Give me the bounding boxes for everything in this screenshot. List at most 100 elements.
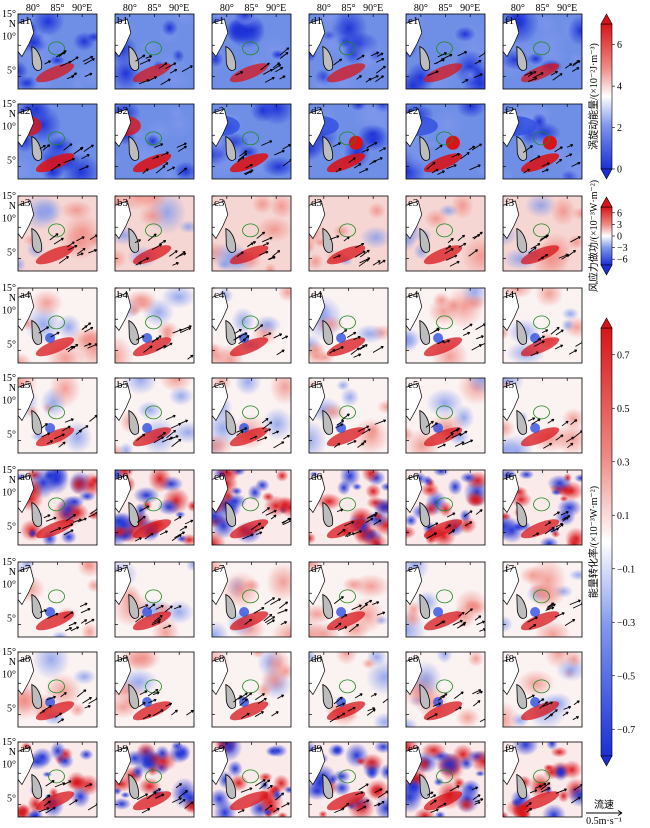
velocity-vector [255, 526, 264, 532]
field-patch [86, 578, 97, 593]
map-panel-a2: a2 [17, 103, 98, 180]
colorbar-label: 涡旋动能量/(×10⁻²J·m⁻³) [587, 43, 600, 150]
vector-head [85, 425, 89, 429]
velocity-vector [262, 242, 270, 246]
velocity-vector [243, 335, 250, 341]
vector-head [537, 155, 541, 159]
sri-lanka-island [516, 45, 527, 71]
india-coastline [406, 474, 423, 514]
vector-head [55, 233, 59, 237]
india-coastline [309, 656, 326, 696]
sri-lanka-island [419, 683, 430, 709]
india-coastline [406, 656, 423, 696]
velocity-vector [135, 262, 142, 266]
map-panel-b7: b7 [114, 561, 195, 638]
velocity-vector [272, 62, 280, 69]
vector-head [272, 597, 275, 601]
velocity-vector [254, 324, 264, 332]
current-band [423, 153, 463, 173]
velocity-vector [177, 145, 187, 152]
velocity-vector [282, 144, 291, 150]
vector-head [174, 68, 178, 72]
field-patch [406, 72, 428, 89]
velocity-vector [472, 700, 481, 707]
vector-head [382, 65, 386, 69]
velocity-vector [58, 441, 66, 448]
velocity-vector [178, 799, 186, 805]
eddy-contour [339, 131, 356, 146]
vector-head [285, 601, 289, 605]
map-panel-a6: a6 [17, 469, 98, 546]
velocity-vector [38, 326, 49, 334]
velocity-vector [573, 784, 582, 791]
panel-label: e9 [408, 743, 419, 755]
vector-head [569, 63, 573, 67]
vector-head [261, 693, 265, 696]
field-patch [161, 19, 178, 37]
vector-head [61, 718, 65, 722]
current-band [326, 791, 366, 811]
vector-head [464, 51, 468, 54]
velocity-vector [455, 706, 462, 711]
field-patch [561, 318, 575, 332]
velocity-vector [333, 442, 341, 448]
velocity-vector [260, 62, 270, 71]
vector-head [250, 533, 254, 537]
velocity-vector [275, 66, 283, 73]
y-tick-label: 5° [7, 429, 16, 440]
velocity-vector [272, 807, 280, 813]
vector-head [153, 698, 157, 702]
sri-lanka-island [516, 227, 527, 253]
field-patch [115, 525, 130, 539]
eddy-contour [145, 405, 162, 420]
vector-head [355, 623, 359, 627]
vector-head [462, 623, 466, 627]
field-patch [51, 630, 69, 637]
india-coastline [212, 18, 229, 58]
velocity-vector [68, 622, 77, 627]
vector-head [183, 252, 187, 256]
velocity-vector [522, 145, 533, 153]
velocity-vector [280, 51, 289, 59]
vector-head [147, 808, 151, 811]
vector-head [50, 440, 54, 444]
current-band [132, 153, 172, 173]
colorbar-tick-label: 0.7 [617, 350, 630, 361]
map-panel-f2: f2 [502, 103, 583, 180]
velocity-vector [348, 624, 359, 633]
vector-head [565, 711, 569, 715]
vector-head [244, 427, 248, 431]
map-panel-f9: f9 [502, 741, 583, 818]
colorbar-body [600, 327, 613, 757]
velocity-vector [358, 168, 369, 174]
field-patch [554, 508, 576, 526]
sri-lanka-island [225, 45, 236, 71]
velocity-vector [62, 780, 72, 786]
vector-head [291, 520, 293, 522]
field-patch [126, 652, 161, 671]
vector-head [532, 417, 536, 421]
field-patch [426, 140, 439, 149]
velocity-vector [238, 339, 246, 344]
velocity-vector [447, 238, 454, 244]
vector-head [153, 233, 157, 237]
vector-head [178, 534, 182, 538]
field-patch [574, 473, 582, 483]
vector-head [565, 420, 569, 424]
vector-head [565, 516, 569, 520]
map-panel-b6: b6 [114, 469, 195, 546]
vector-head [338, 142, 341, 146]
field-patch [311, 73, 331, 89]
field-patch [255, 216, 291, 243]
field-patch [460, 779, 481, 797]
vector-head [543, 783, 547, 786]
vector-head [456, 260, 460, 264]
velocity-vector [457, 234, 465, 242]
y-tick-label: 15° [2, 647, 16, 658]
current-band [326, 337, 366, 357]
velocity-vector [160, 151, 169, 157]
field-patch [81, 622, 97, 637]
vector-head [155, 688, 159, 692]
velocity-vector [46, 696, 56, 701]
vector-head [185, 419, 189, 423]
